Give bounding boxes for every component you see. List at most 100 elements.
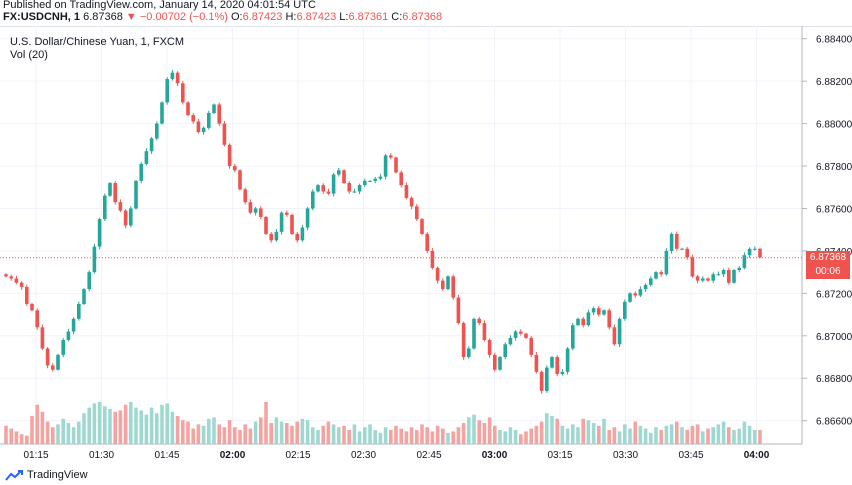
volume-bar — [555, 418, 559, 444]
candle-body — [103, 195, 107, 220]
volume-bar — [654, 427, 658, 444]
x-tick-label: 02:30 — [351, 450, 376, 461]
candle-body — [524, 333, 528, 338]
volume-bar — [165, 403, 169, 444]
countdown-tag: 00:06 — [806, 264, 850, 279]
candle-body — [545, 367, 549, 391]
volume-bar — [66, 423, 71, 444]
volume-bar — [389, 430, 393, 444]
chart-legend-title: U.S. Dollar/Chinese Yuan, 1, FXCM — [10, 36, 185, 48]
candle-body — [576, 318, 580, 326]
volume-bar — [706, 428, 710, 444]
candle-body — [534, 354, 539, 372]
low-value: 6.87361 — [348, 11, 389, 23]
candle-body — [633, 293, 637, 296]
price-chart[interactable]: 6.884006.882006.880006.878006.876006.874… — [0, 26, 852, 466]
volume-bar — [649, 432, 653, 444]
y-tick-label: 6.86600 — [816, 417, 852, 428]
candle-body — [113, 183, 117, 203]
volume-bar — [602, 418, 606, 444]
candle-body — [279, 212, 284, 232]
volume-bar — [326, 421, 331, 444]
last-price: 6.87368 — [83, 11, 123, 23]
volume-bar — [753, 430, 757, 444]
close-label: C: — [391, 11, 403, 23]
volume-bar — [711, 427, 715, 444]
volume-bar — [503, 431, 507, 444]
candle-body — [212, 104, 216, 113]
volume-bar — [675, 421, 679, 444]
volume-bar — [560, 425, 565, 444]
candle-body — [695, 276, 700, 281]
volume-bar — [628, 428, 632, 444]
candle-body — [446, 276, 450, 290]
volume-bar — [253, 421, 258, 444]
volume-bar — [441, 428, 445, 444]
y-tick-label: 6.88200 — [816, 77, 852, 88]
volume-bar — [591, 423, 596, 444]
candle-body — [123, 210, 128, 226]
volume-bar — [222, 427, 227, 444]
candle-body — [243, 189, 247, 203]
volume-bar — [196, 424, 201, 444]
candle-body — [264, 216, 268, 234]
candle-body — [747, 248, 752, 256]
candle-body — [519, 331, 523, 334]
chart-header: Published on TradingView.com, January 14… — [0, 0, 852, 26]
candle-body — [19, 282, 24, 287]
volume-bar — [186, 421, 190, 444]
candle-body — [321, 185, 325, 192]
candle-body — [217, 104, 221, 124]
candle-body — [222, 123, 227, 145]
candle-body — [139, 163, 143, 181]
volume-bar — [659, 430, 663, 444]
volume-bar — [732, 430, 736, 444]
y-tick-label: 6.87200 — [816, 289, 852, 300]
candle-body — [40, 327, 45, 349]
volume-bar — [758, 430, 762, 444]
volume-bar — [19, 434, 24, 444]
volume-bar — [576, 427, 580, 444]
candle-body — [664, 250, 669, 275]
volume-bar — [279, 421, 284, 444]
volume-bar — [368, 424, 372, 444]
volume-bar — [685, 430, 689, 444]
volume-bar — [586, 420, 591, 444]
volume-bar — [363, 427, 367, 444]
volume-bar — [534, 425, 539, 444]
x-tick-label: 01:30 — [89, 450, 114, 461]
volume-bar — [77, 421, 81, 444]
high-value: 6.87423 — [296, 11, 337, 23]
volume-bar — [617, 431, 622, 444]
candle-body — [472, 318, 476, 349]
candle-body — [721, 270, 726, 275]
x-tick-label: 02:00 — [220, 450, 246, 461]
candle-body — [477, 318, 481, 324]
candle-body — [711, 274, 715, 281]
candle-body — [607, 310, 611, 328]
candle-body — [581, 318, 585, 326]
candle-body — [186, 102, 190, 116]
volume-bar — [472, 414, 476, 444]
volume-bar — [175, 416, 180, 444]
candle-body — [415, 206, 419, 220]
volume-bar — [623, 424, 627, 444]
volume-bar — [425, 427, 429, 444]
volume-bar — [565, 428, 570, 444]
volume-bar — [399, 428, 403, 444]
volume-bar — [300, 418, 305, 444]
volume-bar — [357, 431, 362, 444]
candle-body — [425, 233, 429, 251]
volume-bar — [581, 418, 585, 444]
candle-body — [487, 340, 492, 355]
candle-body — [508, 337, 513, 345]
candle-body — [134, 180, 138, 209]
candle-body — [373, 178, 377, 181]
candle-body — [253, 208, 258, 213]
volume-bar — [524, 431, 528, 444]
volume-bar — [311, 427, 315, 444]
candle-body — [467, 348, 471, 358]
volume-bar — [113, 411, 117, 444]
volume-bar — [25, 435, 29, 444]
volume-bar — [259, 417, 263, 444]
